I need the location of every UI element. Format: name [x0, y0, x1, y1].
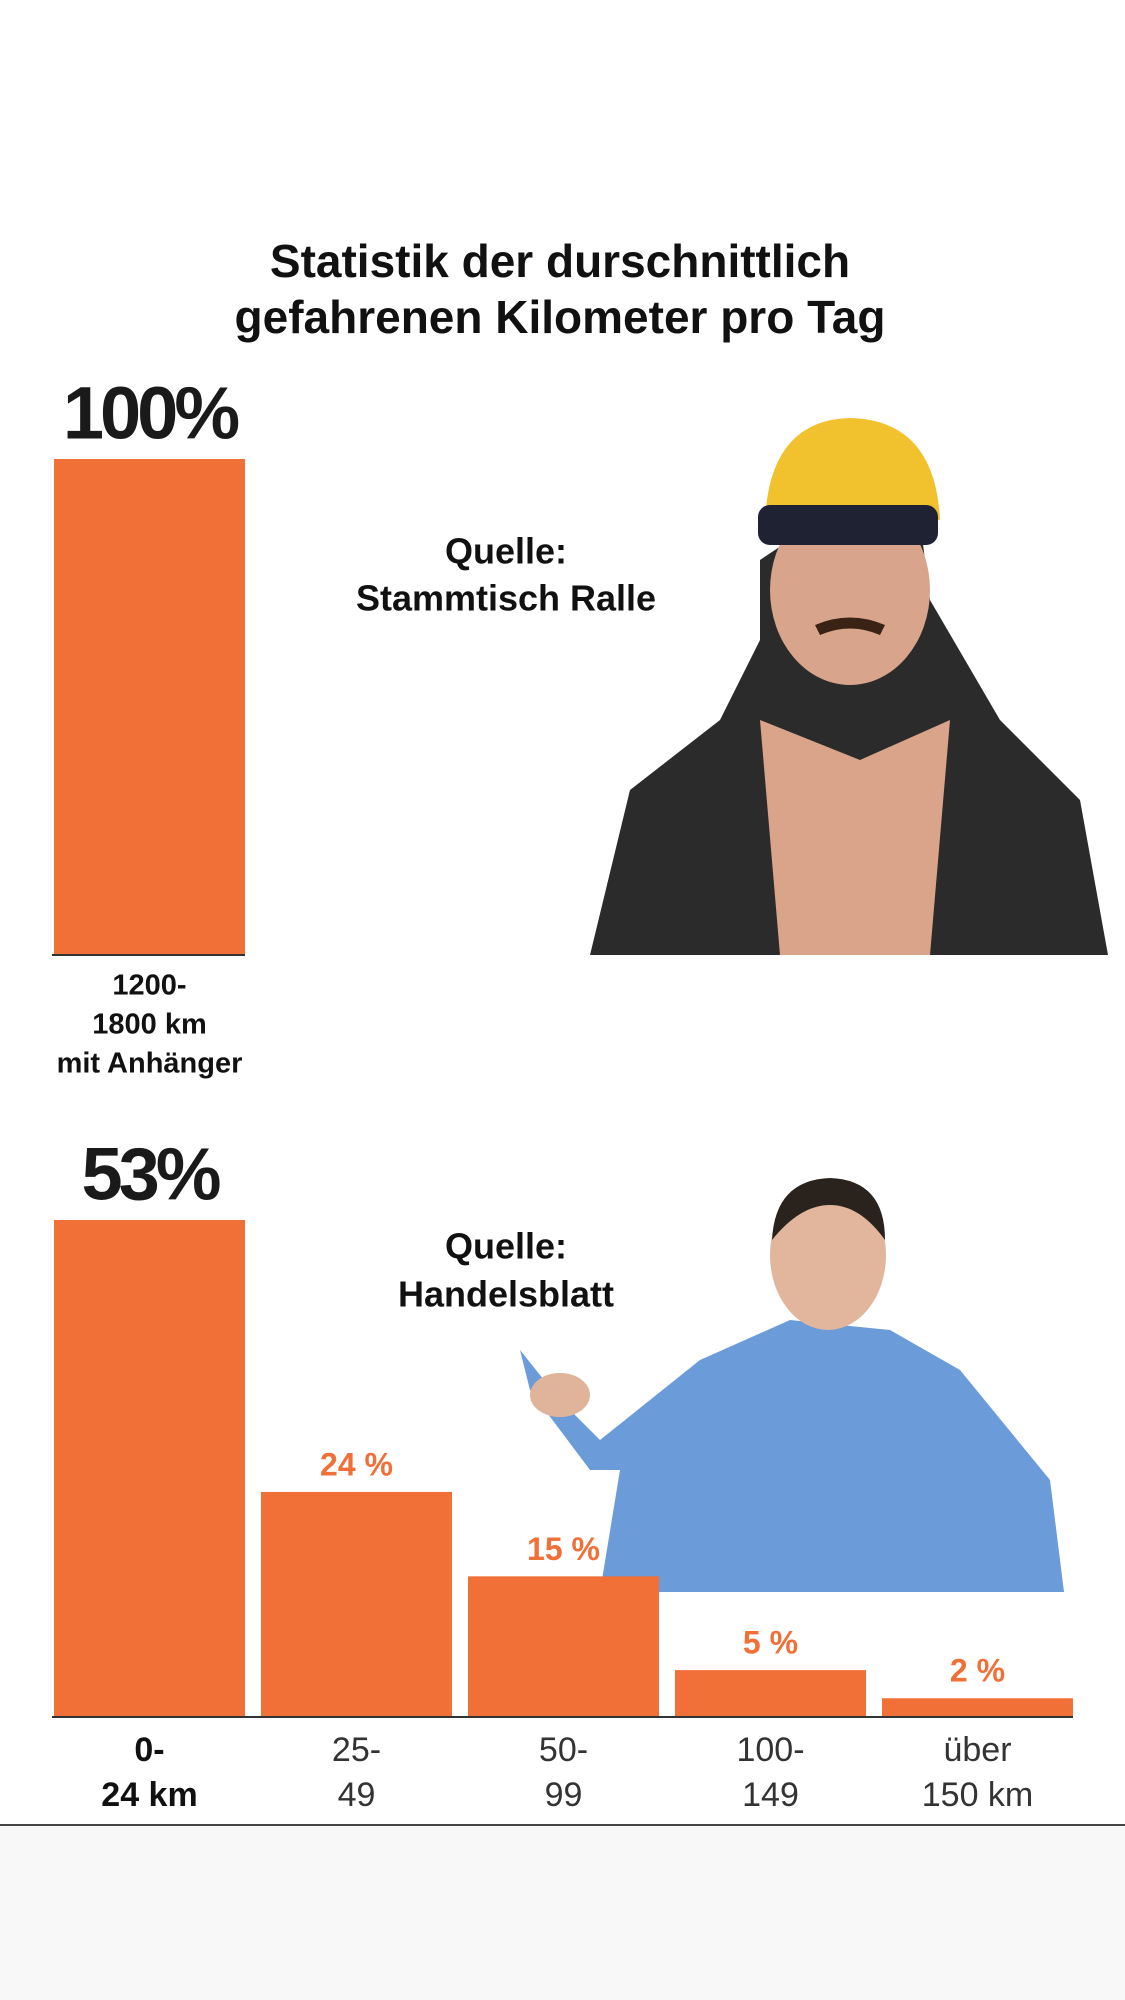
x-tick-label: 24 km [101, 1776, 197, 1814]
value-label: 15 % [527, 1531, 600, 1567]
source-note: Handelsblatt [398, 1274, 614, 1315]
footer-area [0, 1825, 1125, 2000]
bar [54, 1220, 245, 1717]
value-label: 24 % [320, 1446, 393, 1482]
value-label: 5 % [743, 1625, 798, 1661]
bar [261, 1491, 452, 1717]
x-tick-label: 100- [736, 1731, 804, 1769]
photo-man-shirt [520, 1178, 1064, 1592]
x-tick-label: mit Anhänger [57, 1048, 243, 1080]
x-tick-label: über [943, 1731, 1011, 1769]
source-note: Stammtisch Ralle [356, 578, 656, 619]
bar [54, 459, 245, 955]
source-note: Quelle: [445, 1226, 567, 1267]
x-tick-label: 50- [539, 1731, 588, 1769]
x-tick-label: 1800 km [92, 1009, 207, 1041]
source-note: Quelle: [445, 531, 567, 572]
x-tick-label: 0- [134, 1731, 164, 1769]
x-tick-label: 25- [332, 1731, 381, 1769]
bar [468, 1576, 659, 1717]
x-tick-label: 1200- [112, 970, 186, 1002]
bar [882, 1698, 1073, 1717]
x-tick-label: 49 [338, 1776, 376, 1814]
x-tick-label: 149 [742, 1776, 799, 1814]
x-tick-label: 99 [545, 1776, 583, 1814]
photo-man-hat [590, 418, 1108, 955]
value-label: 100% [63, 372, 238, 455]
chart-title: gefahrenen Kilometer pro Tag [235, 291, 886, 343]
bar [675, 1670, 866, 1717]
chart-title: Statistik der durschnittlich [270, 235, 850, 287]
x-tick-label: 150 km [922, 1776, 1034, 1814]
value-label: 2 % [950, 1653, 1005, 1689]
value-label: 53% [81, 1133, 219, 1216]
